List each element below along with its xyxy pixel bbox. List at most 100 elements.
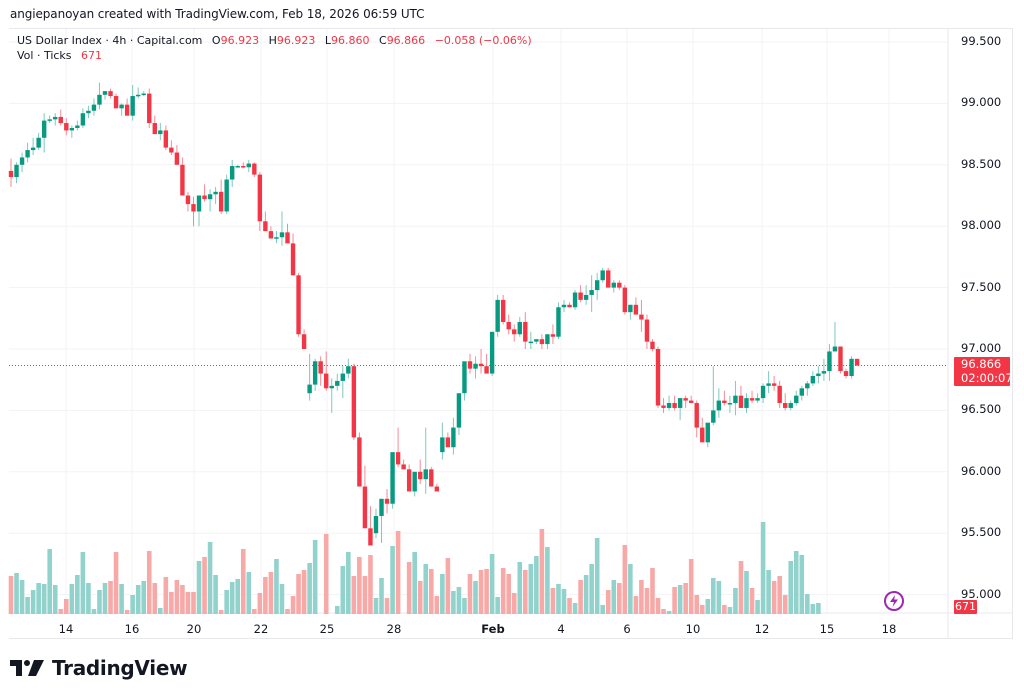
candle-down [783,403,788,408]
volume-bar [379,578,384,614]
volume-bar [218,610,224,614]
volume-bar [777,576,782,614]
candle-up [677,398,683,408]
volume-bar [556,584,561,614]
volume-bar [180,585,185,614]
candle-up [196,195,202,212]
candle-up [766,383,771,386]
volume-bar [744,571,749,614]
candle-up [75,125,80,128]
candle-up [744,398,749,408]
volume-bar [19,580,25,614]
candle-down [268,231,274,239]
candle-up [80,113,86,126]
volume-bar [25,597,30,614]
price-axis-label: 96.000 [961,463,1002,478]
price-axis-label: 95.500 [961,525,1002,540]
volume-bar [694,595,700,614]
volume-bar [69,584,75,614]
candle-up [816,373,821,377]
candle-down [241,166,246,168]
volume-bar [644,588,650,614]
candle-up [572,292,578,308]
volume-bar [688,559,694,614]
candle-down [147,93,152,124]
volume-bar [655,598,661,614]
candle-down [362,486,368,529]
volume-bar [312,540,318,614]
candle-up [462,361,467,394]
volume-bar [522,570,528,614]
volume-bar [445,558,451,614]
volume-bar [467,574,473,614]
candle-up [456,393,462,428]
candle-up [36,137,41,148]
tradingview-logo[interactable]: TradingView [10,656,188,680]
candle-up [611,282,616,288]
candle-up [440,437,445,453]
volume-bar [240,549,246,614]
candle-down [838,346,843,372]
volume-bar [622,545,628,614]
candle-down [185,195,191,205]
volume-bar [793,551,799,614]
volume-bar [64,599,69,614]
volume-bar [213,575,218,614]
volume-bar [124,610,130,614]
volume-bar [716,581,722,614]
candle-up [312,361,318,385]
volume-bar [191,592,196,614]
candle-up [213,191,218,195]
candle-up [473,363,478,369]
price-axis-label: 96.500 [961,402,1002,417]
candle-up [97,94,102,105]
volume-bar [246,572,252,614]
volume-bar [816,603,821,614]
candle-down [113,96,119,109]
volume-bar [462,598,467,614]
volume-bar [47,549,53,614]
volume-bar [805,594,810,614]
candle-up [517,321,522,335]
candle-up [130,96,135,116]
volume-bar [174,580,180,614]
candle-up [583,294,589,300]
volume-bar [545,547,550,614]
legend-symbol[interactable]: US Dollar Index · 4h · Capital.com [17,34,203,47]
volume-bar [451,591,456,614]
candle-down [617,282,622,288]
volume-bar [158,608,163,614]
volume-bar [650,568,655,614]
candle-down [722,400,727,404]
candle-up [733,395,738,404]
volume-bar [395,531,401,614]
candle-down [672,403,677,408]
candle-down [290,243,296,276]
candle-up [119,104,124,109]
candle-down [169,147,174,153]
candle-down [633,304,639,315]
lightning-icon [890,595,898,607]
chart-credit: angiepanoyan created with TradingView.co… [10,7,425,21]
candle-up [705,422,710,443]
candle-down [368,528,373,546]
candle-up [141,93,146,96]
volume-bar [639,580,644,614]
volume-bar [760,522,766,614]
candle-down [218,191,224,212]
candle-up [711,410,716,423]
volume-bar [323,534,329,614]
price-axis-label: 98.000 [961,218,1002,233]
volume-bar [296,574,301,614]
volume-bar [600,605,606,614]
candle-down [749,398,755,401]
chart-legend: US Dollar Index · 4h · Capital.com O96.9… [17,33,532,63]
legend-vol-label[interactable]: Vol · Ticks [17,49,72,62]
volume-bar [572,603,578,614]
volume-bar [146,551,152,614]
candle-down [639,314,644,320]
volume-bar [229,582,235,614]
lightning-icon-button[interactable] [884,591,904,611]
volume-bar [390,546,395,614]
